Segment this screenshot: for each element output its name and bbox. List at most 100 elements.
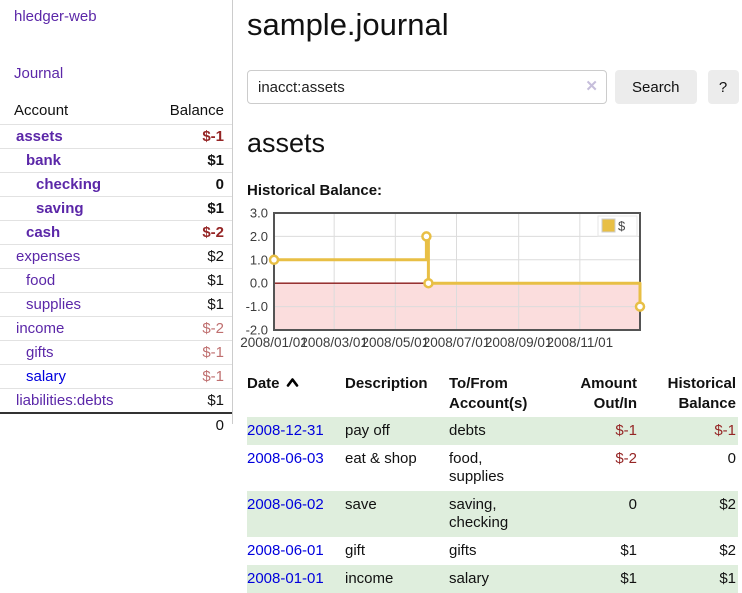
x-tick-label: 2008/07/01 [423,335,491,350]
register-row: 2008-12-31 pay off debts $-1 $-1 [247,417,738,445]
register-accounts-cell: food, supplies [449,450,505,485]
register-header-row: Date Description To/From Account(s) Amou… [247,371,738,417]
register-row: 2008-06-02 save saving, checking 0 $2 [247,491,738,537]
register-accounts-cell: saving, checking [449,496,509,531]
search-input[interactable] [247,70,607,104]
account-balance: $-1 [149,124,232,149]
accounts-header-balance: Balance [169,102,224,119]
register-description-cell: income [345,570,394,587]
transaction-date-link[interactable]: 2008-06-02 [247,496,324,513]
transaction-date-link[interactable]: 2008-06-03 [247,450,324,467]
account-cell: checking [0,172,150,197]
account-link-cash[interactable]: cash [26,224,61,241]
accounts-total-value: 0 [149,412,232,437]
account-row: salary $-1 [0,364,232,389]
x-tick-label: 2008/11/01 [547,335,614,350]
chart-svg: $3.0 2.0 1.0 0.0 -1.0 -2.02008/01/012008/03/0… [240,206,646,350]
search-bar: ✕ Search ? [247,70,742,104]
account-balance: $-1 [149,364,232,389]
register-balance-cell: $2 [719,542,736,559]
historical-balance-chart: $3.0 2.0 1.0 0.0 -1.0 -2.0 2008/01/01 2008/03/0… [240,206,647,356]
account-link-saving[interactable]: saving [36,200,84,217]
help-button[interactable]: ? [707,70,739,104]
account-cell: income [0,316,150,341]
account-link-gifts[interactable]: gifts [26,344,54,361]
app-title-link[interactable]: hledger-web [14,8,97,25]
accounts-header-account: Account [14,102,69,119]
register-row: 2008-01-01 income salary $1 $1 [247,565,738,593]
transaction-date-link[interactable]: 2008-06-01 [247,542,324,559]
register-header-date[interactable]: Date [247,371,345,417]
account-row: saving $1 [0,196,232,221]
register-header-accounts: To/From Account(s) [449,375,528,412]
sidebar-item-journal[interactable]: Journal [14,65,64,82]
register-description-cell: pay off [345,422,390,439]
register-amount-cell: 0 [628,496,637,513]
register-date-cell: 2008-06-03 [247,445,345,491]
account-cell: bank [0,148,150,173]
y-tick-label: 0.0 [250,276,268,291]
x-tick-label: 2008/01/01 [240,335,308,350]
y-tick-label: 3.0 [250,206,268,221]
register-amount-cell: $1 [620,570,637,587]
register-header-date-label: Date [247,375,280,392]
register-date-cell: 2008-06-01 [247,537,345,565]
legend-swatch [601,218,616,233]
register-header-description: Description [345,375,428,392]
account-link-liabilities-debts[interactable]: liabilities:debts [16,392,114,409]
account-balance: $-1 [149,340,232,365]
register-balance-cell: 0 [727,450,736,467]
account-row: supplies $1 [0,292,232,317]
account-row: expenses $2 [0,244,232,269]
account-balance: $1 [149,268,232,293]
accounts-table: Account Balance assets $-1 bank $1 checking 0… [0,99,232,437]
chart-heading: Historical Balance: [247,182,383,199]
account-cell: expenses [0,244,150,269]
account-row: bank $1 [0,148,232,173]
account-cell: liabilities:debts [0,388,150,413]
account-balance: $2 [149,244,232,269]
account-row: checking 0 [0,172,232,197]
register-accounts-cell: salary [449,570,490,587]
register-row: 2008-06-01 gift gifts $1 $2 [247,537,738,565]
sidebar: hledger-web Journal Account Balance asse… [0,0,233,437]
y-tick-label: -1.0 [246,299,268,314]
transaction-date-link[interactable]: 2008-12-31 [247,422,324,439]
accounts-total-row: 0 [0,412,232,437]
account-row: assets $-1 [0,124,232,149]
clear-search-icon[interactable]: ✕ [585,78,598,95]
account-link-bank[interactable]: bank [26,152,62,169]
account-row: food $1 [0,268,232,293]
account-link-income[interactable]: income [16,320,65,337]
register-header-balance: Historical Balance [667,375,736,412]
account-link-supplies[interactable]: supplies [26,296,82,313]
account-link-assets[interactable]: assets [16,128,63,145]
account-link-checking[interactable]: checking [36,176,102,193]
register-row: 2008-06-03 eat & shop food, supplies $-2 0 [247,445,738,491]
x-tick-label: 2008/09/01 [485,335,553,350]
account-balance: $1 [149,196,232,221]
x-tick-label: 2008/03/01 [300,335,368,350]
account-link-salary[interactable]: salary [26,368,67,385]
transaction-date-link[interactable]: 2008-01-01 [247,570,324,587]
accounts-header-row: Account Balance [0,99,232,125]
register-balance-cell: $1 [719,570,736,587]
account-cell: cash [0,220,150,245]
legend-label: $ [618,219,626,234]
register-accounts-cell: debts [449,422,486,439]
account-row: cash $-2 [0,220,232,245]
y-tick-label: 1.0 [250,252,268,267]
search-button[interactable]: Search [615,70,697,104]
account-balance: 0 [149,172,232,197]
sort-ascending-icon [286,374,299,394]
account-cell: supplies [0,292,150,317]
register-description-cell: gift [345,542,366,559]
register-balance-cell: $-1 [714,422,736,439]
account-link-expenses[interactable]: expenses [16,248,81,265]
account-balance: $1 [149,292,232,317]
account-row: gifts $-1 [0,340,232,365]
account-link-food[interactable]: food [26,272,56,289]
main-content: sample.journal ✕ Search ? assets Histori… [240,0,742,593]
account-heading: assets [247,128,326,158]
register-amount-cell: $1 [620,542,637,559]
